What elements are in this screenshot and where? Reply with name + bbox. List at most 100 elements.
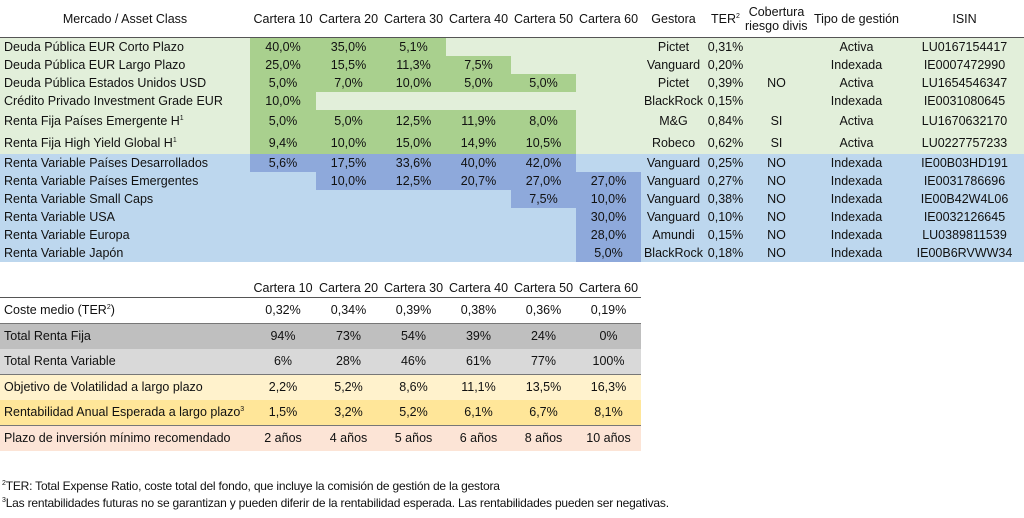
summary-label: Rentabilidad Anual Esperada a largo plaz… (4, 405, 241, 419)
tipo-gestion-cell: Indexada (808, 244, 905, 262)
cobertura-cell: NO (745, 190, 808, 208)
summary-value-cell: 8 años (511, 425, 576, 451)
ter-cell: 0,18% (706, 244, 745, 262)
allocation-weight-cell: 12,5% (381, 110, 446, 132)
asset-class-cell: Renta Variable Small Caps (0, 190, 250, 208)
allocation-weight-cell: 33,6% (381, 154, 446, 172)
allocation-weight-cell: 10,0% (576, 190, 641, 208)
footnote-text: TER: Total Expense Ratio, coste total de… (5, 479, 500, 493)
footnote-marker: 3 (2, 497, 6, 504)
allocation-weight-cell (511, 226, 576, 244)
summary-value-cell: 13,5% (511, 374, 576, 400)
isin-cell: IE0032126645 (905, 208, 1024, 226)
summary-value-cell: 8,6% (381, 374, 446, 400)
asset-class-label: Renta Fija High Yield Global H (4, 136, 173, 150)
allocation-row: Renta Variable Japón 5,0% BlackRock 0,18% NO… (0, 244, 1024, 262)
summary-label-cell: Coste medio (TER2) (0, 297, 250, 324)
footnote-marker: 2 (736, 12, 740, 20)
summary-value-cell: 0,39% (381, 297, 446, 324)
gestora-cell: M&G (641, 110, 706, 132)
asset-class-label: Deuda Pública Estados Unidos USD (4, 76, 207, 90)
allocation-weight-cell: 27,0% (576, 172, 641, 190)
allocation-weight-cell (576, 74, 641, 92)
allocation-weight-cell (381, 92, 446, 110)
gestora-cell: Amundi (641, 226, 706, 244)
allocation-row: Deuda Pública EUR Corto Plazo 40,0% 35,0% 5… (0, 37, 1024, 56)
summary-label: Total Renta Fija (4, 329, 91, 343)
tipo-gestion-cell: Indexada (808, 208, 905, 226)
header-cartera-10: Cartera 10 (250, 0, 316, 38)
allocation-row: Renta Variable Países Desarrollados 5,6% 1… (0, 154, 1024, 172)
footnote-marker: 2 (106, 304, 111, 311)
allocation-weight-cell: 40,0% (446, 154, 511, 172)
asset-class-cell: Renta Variable Países Emergentes (0, 172, 250, 190)
allocation-weight-cell: 10,0% (316, 172, 381, 190)
summary-value-cell: 8,1% (576, 400, 641, 426)
summary-label-cell: Objetivo de Volatilidad a largo plazo (0, 374, 250, 400)
asset-class-label: Deuda Pública EUR Largo Plazo (4, 58, 186, 72)
allocation-weight-cell (250, 208, 316, 226)
asset-class-cell: Renta Fija High Yield Global H1 (0, 132, 250, 154)
allocation-row: Renta Fija Países Emergente H1 5,0% 5,0% 12… (0, 110, 1024, 132)
allocation-weight-cell (316, 92, 381, 110)
asset-class-cell: Crédito Privado Investment Grade EUR (0, 92, 250, 110)
asset-class-cell: Renta Variable Países Desarrollados (0, 154, 250, 172)
isin-cell: IE0031080645 (905, 92, 1024, 110)
asset-class-cell: Renta Variable USA (0, 208, 250, 226)
allocation-weight-cell: 17,5% (316, 154, 381, 172)
summary-header-blank (0, 280, 250, 298)
footnote-marker: 1 (179, 115, 184, 122)
isin-cell: LU0227757233 (905, 132, 1024, 154)
isin-cell: IE00B6RVWW34 (905, 244, 1024, 262)
gestora-cell: Pictet (641, 74, 706, 92)
summary-value-cell: 0,19% (576, 297, 641, 324)
cobertura-cell: NO (745, 74, 808, 92)
allocation-weight-cell (316, 208, 381, 226)
allocation-weight-cell (576, 92, 641, 110)
summary-label-suffix: ) (110, 303, 115, 317)
summary-row: Coste medio (TER2) 0,32% 0,34% 0,39% 0,38% 0,… (0, 297, 641, 324)
summary-row: Plazo de inversión mínimo recomendado 2 a… (0, 425, 641, 451)
allocation-weight-cell: 28,0% (576, 226, 641, 244)
summary-value-cell: 0,36% (511, 297, 576, 324)
gestora-cell: BlackRock (641, 244, 706, 262)
summary-value-cell: 1,5% (250, 400, 316, 426)
asset-class-cell: Renta Fija Países Emergente H1 (0, 110, 250, 132)
tipo-gestion-cell: Activa (808, 37, 905, 56)
summary-header-cartera-20: Cartera 20 (316, 280, 381, 298)
allocation-weight-cell: 10,0% (381, 74, 446, 92)
ter-cell: 0,38% (706, 190, 745, 208)
tipo-gestion-cell: Indexada (808, 190, 905, 208)
allocation-weight-cell (250, 190, 316, 208)
allocation-weight-cell (511, 92, 576, 110)
allocation-weight-cell: 15,0% (381, 132, 446, 154)
footnote-text: Las rentabilidades futuras no se garanti… (5, 496, 669, 510)
summary-value-cell: 6% (250, 349, 316, 375)
allocation-weight-cell (446, 190, 511, 208)
cobertura-cell: SI (745, 110, 808, 132)
allocation-weight-cell (576, 154, 641, 172)
header-cartera-50: Cartera 50 (511, 0, 576, 38)
allocation-weight-cell: 14,9% (446, 132, 511, 154)
allocation-weight-cell (381, 226, 446, 244)
allocation-weight-cell (250, 226, 316, 244)
header-cartera-30: Cartera 30 (381, 0, 446, 38)
ter-cell: 0,25% (706, 154, 745, 172)
summary-value-cell: 77% (511, 349, 576, 375)
allocation-body: Deuda Pública EUR Corto Plazo 40,0% 35,0% 5… (0, 37, 1024, 262)
summary-label: Total Renta Variable (4, 354, 116, 368)
allocation-weight-cell (446, 92, 511, 110)
cobertura-cell (745, 56, 808, 74)
summary-value-cell: 16,3% (576, 374, 641, 400)
summary-value-cell: 6,7% (511, 400, 576, 426)
allocation-weight-cell: 42,0% (511, 154, 576, 172)
allocation-row: Renta Variable Europa 28,0% Amundi 0,15% NO I… (0, 226, 1024, 244)
cobertura-cell: NO (745, 172, 808, 190)
footnote-marker: 3 (240, 406, 245, 413)
summary-label-cell: Total Renta Fija (0, 323, 250, 349)
summary-row: Total Renta Variable 6% 28% 46% 61% 77% 100% (0, 349, 641, 375)
allocation-weight-cell (446, 226, 511, 244)
gestora-cell: Pictet (641, 37, 706, 56)
allocation-weight-cell: 5,0% (316, 110, 381, 132)
asset-class-label: Renta Variable Japón (4, 246, 124, 260)
